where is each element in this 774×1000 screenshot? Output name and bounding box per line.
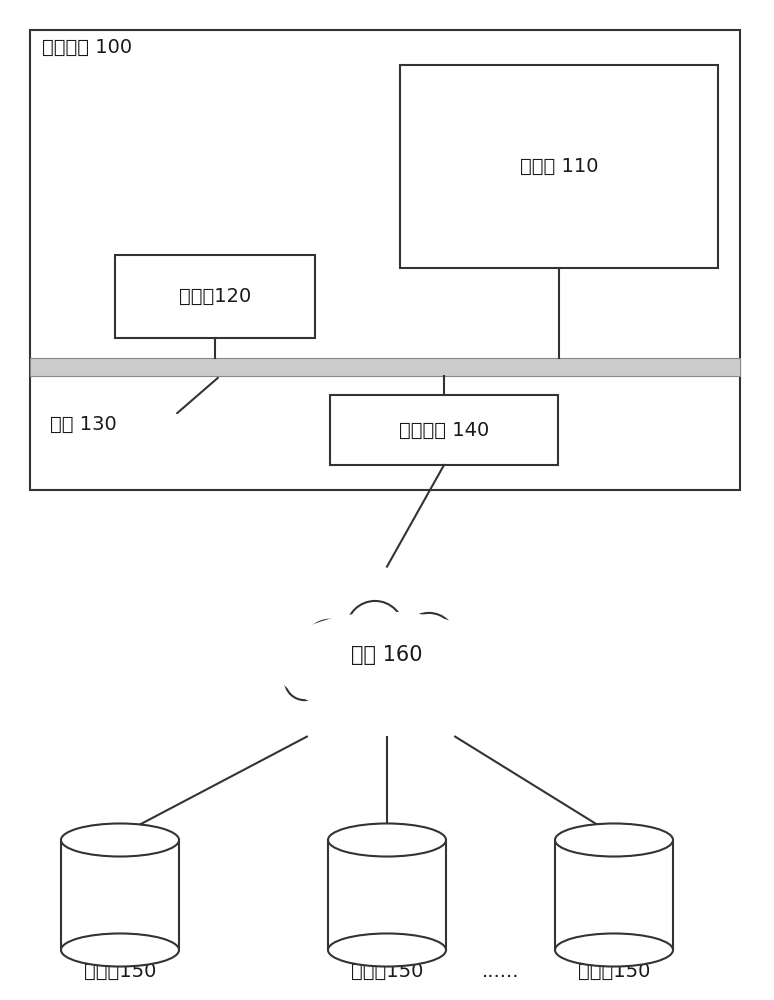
Circle shape bbox=[402, 613, 456, 666]
Bar bbox=[555, 840, 673, 950]
Text: 总线 130: 总线 130 bbox=[50, 415, 117, 434]
Text: 处理器120: 处理器120 bbox=[179, 287, 251, 306]
Circle shape bbox=[347, 601, 403, 658]
Text: ......: ...... bbox=[481, 962, 519, 981]
Circle shape bbox=[285, 661, 324, 700]
Bar bbox=[115, 255, 315, 338]
Circle shape bbox=[378, 664, 425, 711]
Ellipse shape bbox=[328, 933, 446, 967]
Ellipse shape bbox=[61, 933, 179, 967]
Bar bbox=[330, 395, 558, 465]
Bar bbox=[30, 358, 740, 376]
Bar bbox=[30, 30, 740, 490]
Bar bbox=[61, 840, 179, 950]
Circle shape bbox=[430, 659, 470, 698]
Text: 数据库150: 数据库150 bbox=[351, 962, 423, 981]
Circle shape bbox=[303, 620, 357, 673]
Circle shape bbox=[327, 662, 372, 707]
Ellipse shape bbox=[61, 823, 179, 857]
Text: 存储器 110: 存储器 110 bbox=[520, 157, 598, 176]
Ellipse shape bbox=[328, 823, 446, 857]
Text: 数据库150: 数据库150 bbox=[84, 962, 156, 981]
Ellipse shape bbox=[555, 823, 673, 857]
Circle shape bbox=[440, 634, 484, 676]
Text: 接入设备 140: 接入设备 140 bbox=[399, 420, 489, 440]
Text: 电子设备 100: 电子设备 100 bbox=[42, 38, 132, 57]
Bar bbox=[400, 65, 718, 268]
Ellipse shape bbox=[555, 933, 673, 967]
Text: 数据库150: 数据库150 bbox=[578, 962, 650, 981]
Text: 网络 160: 网络 160 bbox=[351, 645, 423, 665]
Ellipse shape bbox=[275, 612, 499, 714]
Bar bbox=[328, 840, 446, 950]
